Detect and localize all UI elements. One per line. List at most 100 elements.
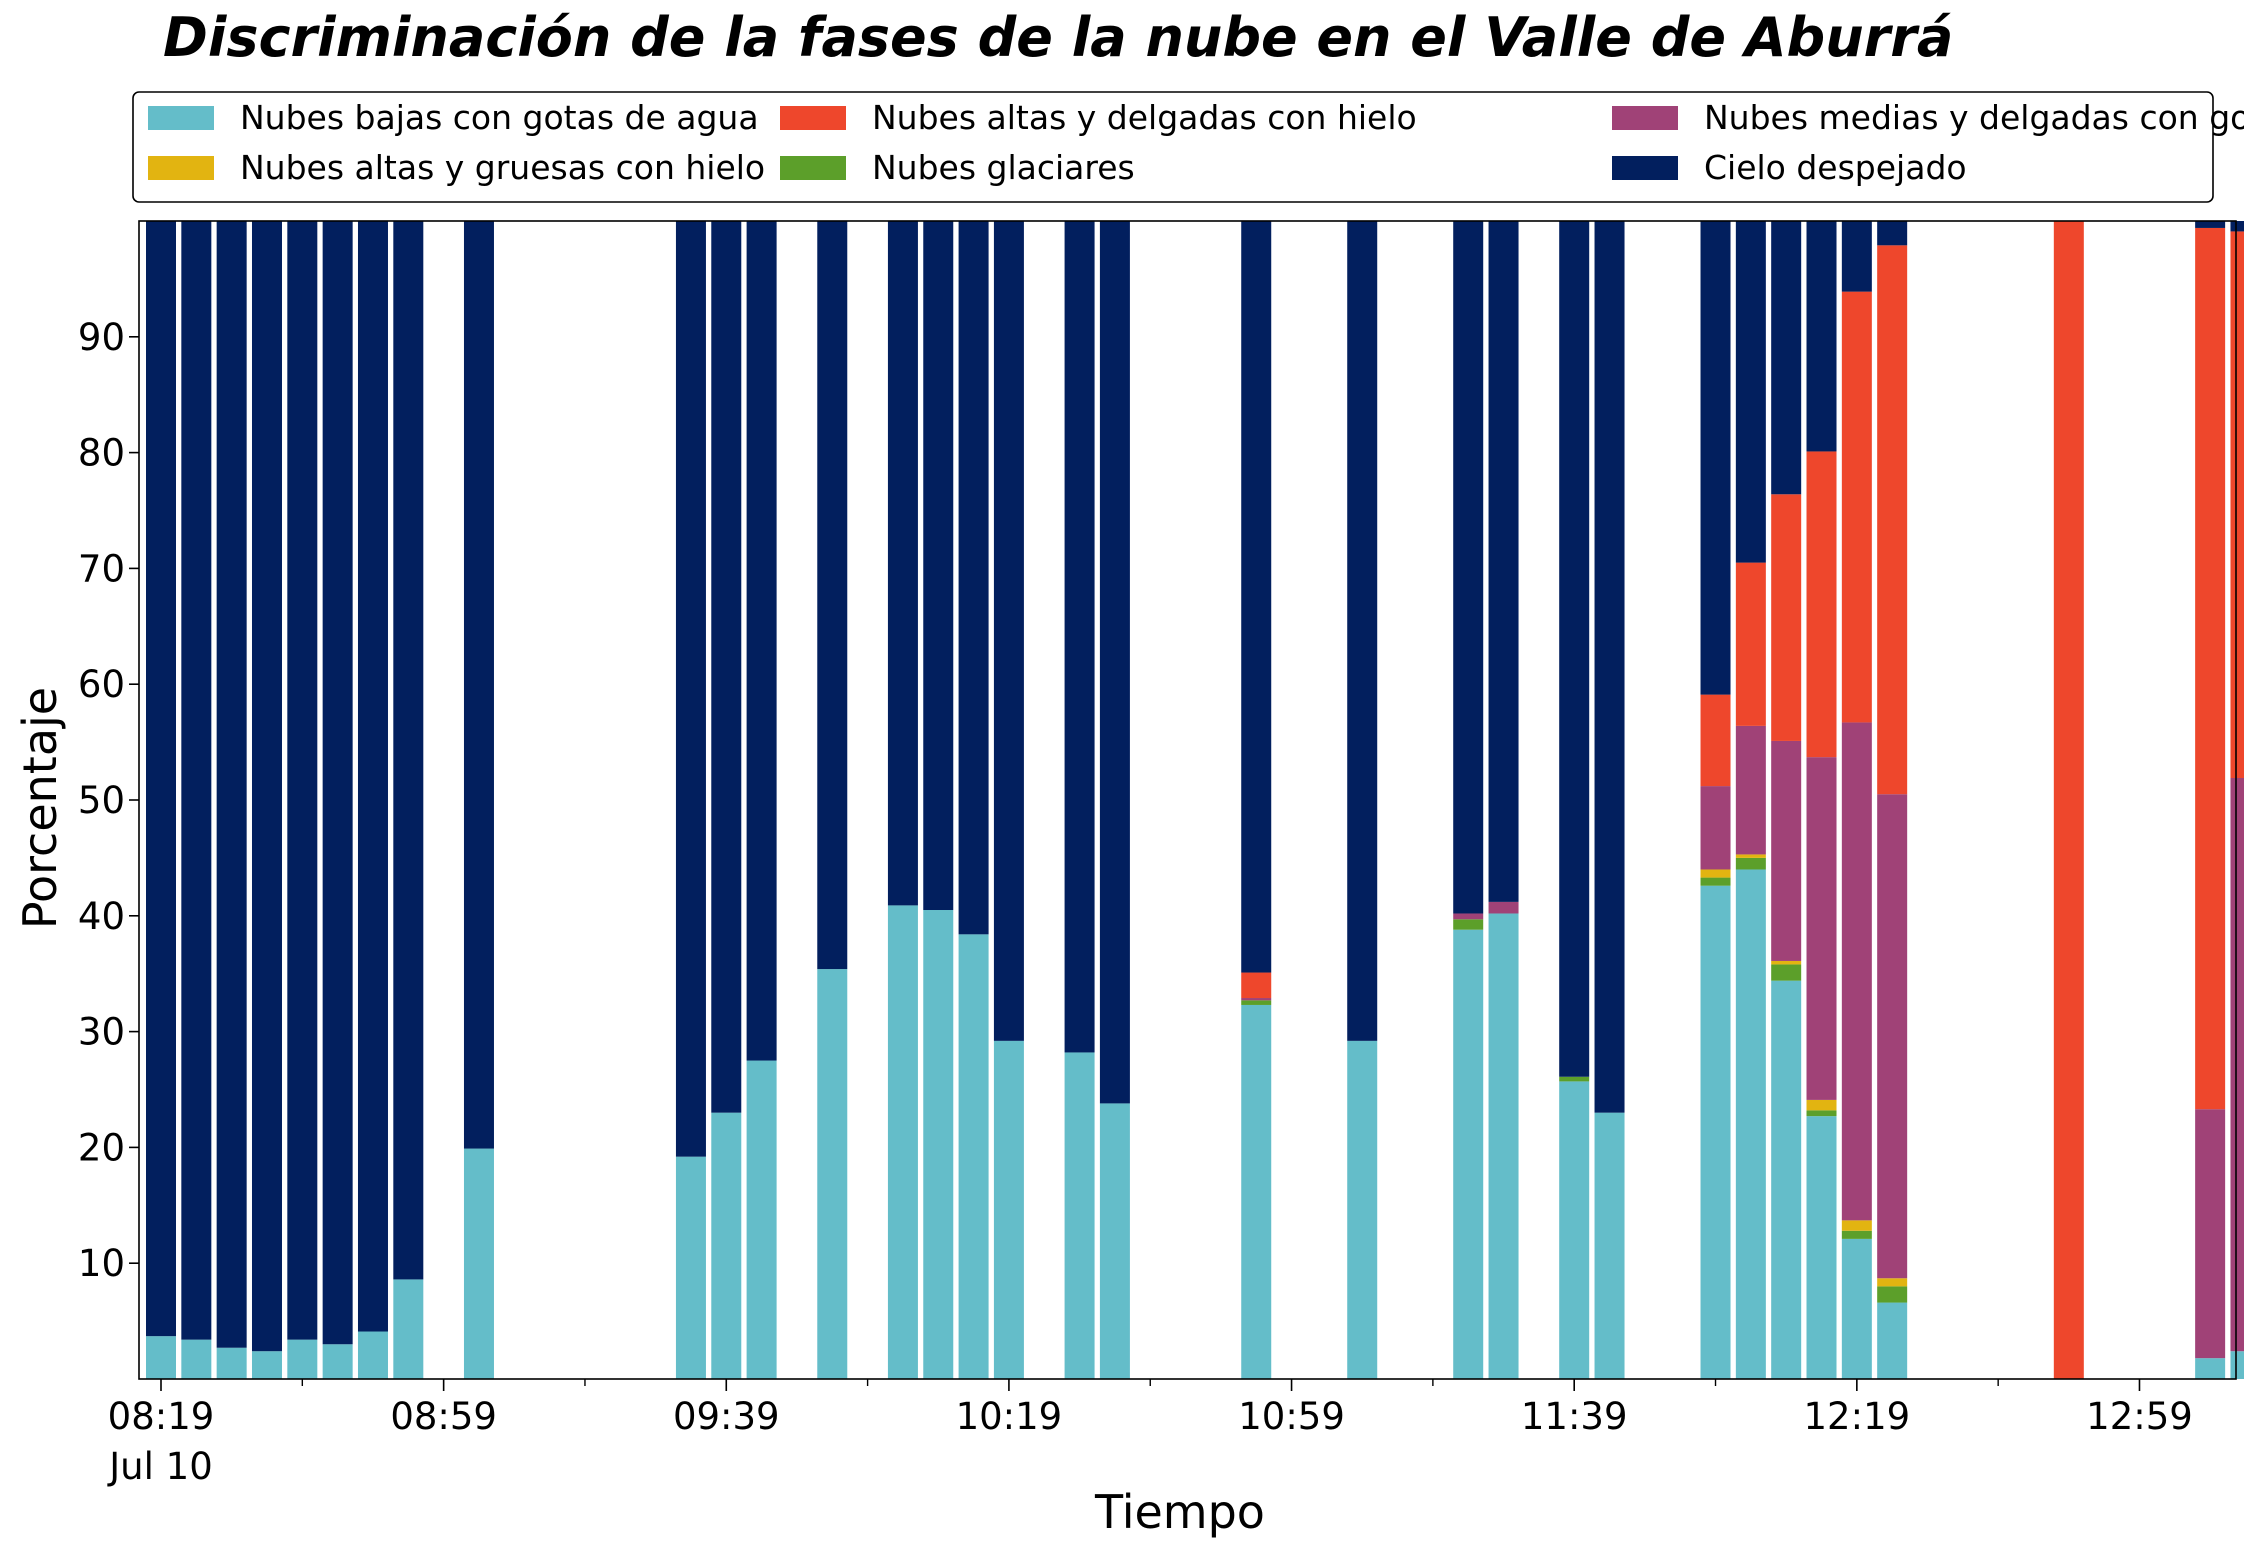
legend-swatch-5 bbox=[1612, 156, 1678, 180]
y-tick-label: 30 bbox=[78, 1011, 125, 1054]
bar-segment-23-1 bbox=[1559, 1076, 1590, 1082]
bar-segment-16-5 bbox=[993, 221, 1024, 1041]
bar-segment-11-0 bbox=[746, 1060, 777, 1379]
bar-segment-9-0 bbox=[675, 1156, 706, 1379]
bar-segment-29-0 bbox=[1841, 1238, 1872, 1379]
bar-segment-4-0 bbox=[287, 1339, 318, 1379]
bar-segment-30-0 bbox=[1877, 1302, 1908, 1379]
bar-segment-14-5 bbox=[923, 221, 954, 911]
bar-segment-0-0 bbox=[146, 1336, 176, 1379]
legend-swatch-2 bbox=[148, 156, 214, 180]
bar-segment-32-5 bbox=[2195, 221, 2226, 228]
legend: Nubes bajas con gotas de agua Nubes altas… bbox=[132, 91, 2244, 203]
x-tick-label: 10:19 bbox=[956, 1395, 1063, 1438]
legend-label-4: Nubes altas y delgadas con hielo bbox=[872, 98, 1417, 137]
bar-segment-33-3 bbox=[2230, 778, 2244, 1352]
bar-segment-5-0 bbox=[322, 1344, 353, 1379]
bar-segment-16-0 bbox=[993, 1040, 1024, 1379]
plot-frame bbox=[138, 220, 2237, 1380]
bar-segment-33-4 bbox=[2230, 231, 2244, 779]
bar-segment-29-1 bbox=[1841, 1230, 1872, 1239]
bar-segment-7-0 bbox=[393, 1279, 424, 1379]
bar-segment-17-0 bbox=[1064, 1052, 1095, 1379]
bar-segment-22-3 bbox=[1488, 901, 1519, 914]
bar-segment-28-3 bbox=[1806, 757, 1837, 1100]
bar-segment-9-5 bbox=[675, 221, 706, 1157]
bar-segment-28-2 bbox=[1806, 1099, 1837, 1111]
bar-segment-28-4 bbox=[1806, 451, 1837, 758]
axes-group: 10 20 30 40 50 60 70 80 90 08:19 Jul 10 08:59 09:39 1… bbox=[78, 220, 2237, 1488]
bar-segment-17-5 bbox=[1064, 221, 1095, 1053]
bar-segment-20-0 bbox=[1347, 1040, 1378, 1379]
bar-segment-19-5 bbox=[1241, 221, 1272, 973]
bar-segment-26-3 bbox=[1735, 725, 1766, 855]
bar-segment-29-4 bbox=[1841, 291, 1872, 723]
bar-segment-8-0 bbox=[463, 1148, 494, 1379]
bar-segment-18-0 bbox=[1099, 1103, 1130, 1379]
bar-segment-25-3 bbox=[1700, 786, 1731, 870]
bar-segment-11-5 bbox=[746, 221, 777, 1061]
bar-segment-10-5 bbox=[711, 221, 742, 1113]
y-tick-label: 80 bbox=[78, 432, 125, 475]
bar-segment-21-0 bbox=[1453, 929, 1484, 1379]
bar-segment-19-0 bbox=[1241, 1004, 1272, 1379]
bar-segment-8-5 bbox=[463, 221, 494, 1149]
bar-segment-18-5 bbox=[1099, 221, 1130, 1104]
bar-segment-30-5 bbox=[1877, 221, 1908, 246]
bar-segment-19-3 bbox=[1241, 998, 1272, 1001]
bar-segment-2-0 bbox=[216, 1347, 247, 1379]
bar-segment-30-1 bbox=[1877, 1286, 1908, 1303]
bar-segment-19-1 bbox=[1241, 1000, 1272, 1005]
legend-swatch-3 bbox=[1612, 106, 1678, 130]
bar-segment-27-3 bbox=[1771, 740, 1802, 961]
bar-segment-32-4 bbox=[2195, 227, 2226, 1110]
bar-segment-13-0 bbox=[887, 905, 918, 1379]
bar-segment-26-2 bbox=[1735, 854, 1766, 858]
bar-segment-29-2 bbox=[1841, 1220, 1872, 1231]
x-date-label: Jul 10 bbox=[107, 1445, 212, 1488]
bar-segment-13-5 bbox=[887, 221, 918, 906]
bar-segment-25-1 bbox=[1700, 877, 1731, 886]
bar-segment-15-5 bbox=[958, 221, 989, 935]
bar-segment-7-5 bbox=[393, 221, 424, 1280]
bar-segment-5-5 bbox=[322, 221, 353, 1345]
x-tick-label: 12:19 bbox=[1804, 1395, 1911, 1438]
bar-segment-30-4 bbox=[1877, 245, 1908, 795]
y-tick-label: 10 bbox=[78, 1242, 125, 1285]
bar-segment-3-0 bbox=[251, 1351, 282, 1379]
bar-segment-28-5 bbox=[1806, 221, 1837, 452]
bar-segment-23-0 bbox=[1559, 1081, 1590, 1379]
y-tick-label: 40 bbox=[78, 895, 125, 938]
bar-segment-25-5 bbox=[1700, 221, 1731, 695]
bar-segment-33-0 bbox=[2230, 1351, 2244, 1379]
bar-segment-27-1 bbox=[1771, 964, 1802, 981]
bar-segment-30-2 bbox=[1877, 1278, 1908, 1287]
bar-segment-32-0 bbox=[2195, 1358, 2226, 1379]
bar-segment-12-5 bbox=[817, 221, 848, 970]
bar-segment-21-3 bbox=[1453, 913, 1484, 920]
bar-segment-14-0 bbox=[923, 910, 954, 1379]
bar-segment-19-4 bbox=[1241, 972, 1272, 999]
x-tick-label: 12:59 bbox=[2086, 1395, 2193, 1438]
bar-segment-15-0 bbox=[958, 934, 989, 1379]
legend-swatch-4 bbox=[780, 106, 846, 130]
bar-segment-29-3 bbox=[1841, 722, 1872, 1221]
bar-segment-24-0 bbox=[1594, 1112, 1625, 1379]
bar-segment-30-3 bbox=[1877, 794, 1908, 1279]
bar-segment-21-1 bbox=[1453, 919, 1484, 930]
y-tick-label: 70 bbox=[78, 547, 125, 590]
x-axis-label: Tiempo bbox=[1094, 1485, 1265, 1539]
bar-segment-27-2 bbox=[1771, 960, 1802, 965]
bar-segment-2-5 bbox=[216, 221, 247, 1348]
chart-title: Discriminación de la fases de la nube en… bbox=[163, 6, 1954, 69]
y-tick-label: 20 bbox=[78, 1126, 125, 1169]
bar-segment-32-3 bbox=[2195, 1109, 2226, 1359]
bar-segment-26-1 bbox=[1735, 857, 1766, 870]
bar-segment-20-5 bbox=[1347, 221, 1378, 1041]
x-tick-label: 10:59 bbox=[1238, 1395, 1345, 1438]
bar-segment-23-5 bbox=[1559, 221, 1590, 1077]
bar-segment-25-0 bbox=[1700, 885, 1731, 1379]
bar-segment-25-2 bbox=[1700, 869, 1731, 878]
legend-swatch-0 bbox=[148, 106, 214, 130]
